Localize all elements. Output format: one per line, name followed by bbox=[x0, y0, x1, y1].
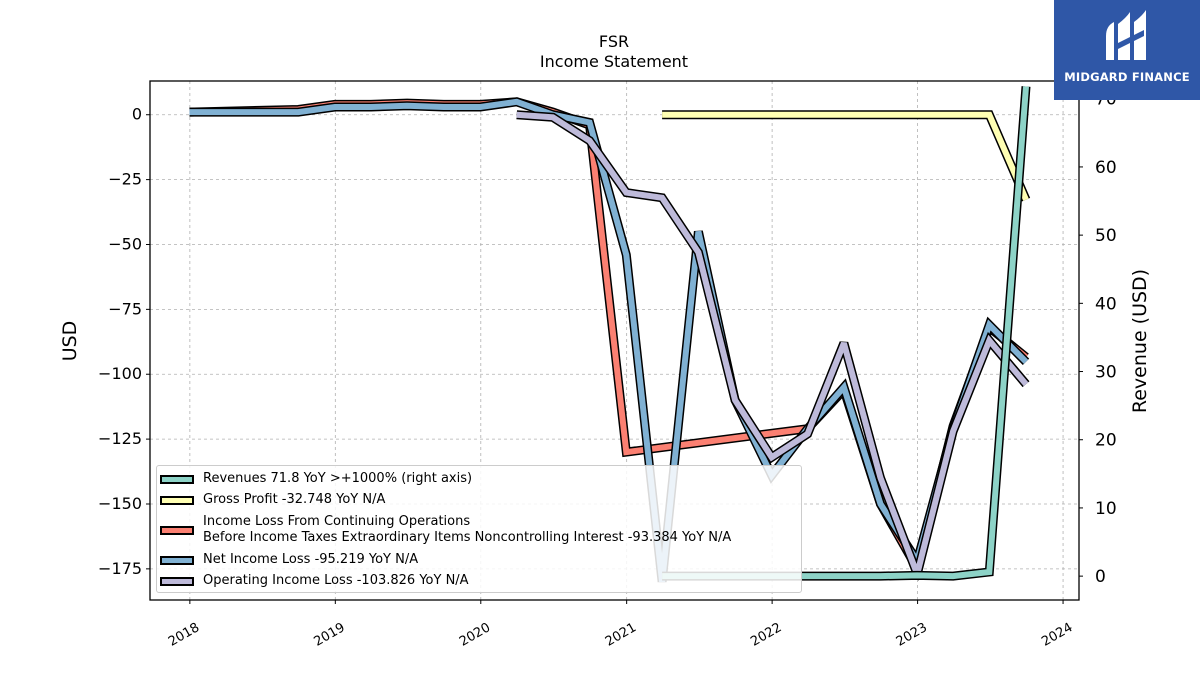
y-right-tick-label: 0 bbox=[1095, 567, 1106, 587]
x-tick-label: 2021 bbox=[603, 620, 639, 650]
y-right-tick-label: 20 bbox=[1095, 431, 1117, 451]
chart-title: FSR bbox=[599, 32, 629, 51]
x-tick-label: 2018 bbox=[166, 620, 202, 650]
y-tick-label: −175 bbox=[98, 559, 142, 578]
series-line-outline bbox=[662, 110, 1031, 202]
legend-label: Gross Profit -32.748 YoY N/A bbox=[203, 492, 386, 507]
x-axis: 2018 2019 2020 2021 2022 2023 2024 bbox=[166, 600, 1075, 650]
legend-swatch bbox=[160, 556, 194, 565]
y-tick-label: −100 bbox=[98, 364, 142, 383]
legend-label-line-1: Income Loss From Continuing Operations bbox=[203, 514, 471, 529]
logo-text: MIDGARD FINANCE bbox=[1064, 70, 1190, 84]
y-axis-label: USD bbox=[59, 321, 81, 362]
y-axis-right-label: Revenue (USD) bbox=[1129, 269, 1151, 413]
x-tick-label: 2022 bbox=[748, 620, 784, 650]
y-axis-left: 0 −25 −50 −75 −100 −125 −150 −175 bbox=[98, 105, 150, 578]
series-line bbox=[516, 111, 1029, 576]
y-right-tick-label: 30 bbox=[1095, 363, 1117, 383]
legend: Revenues 71.8 YoY >+1000% (right axis) G… bbox=[156, 465, 802, 593]
y-tick-label: −50 bbox=[108, 234, 142, 253]
y-tick-label: −25 bbox=[108, 170, 142, 189]
legend-label: Operating Income Loss -103.826 YoY N/A bbox=[203, 573, 469, 588]
y-right-tick-label: 40 bbox=[1095, 294, 1117, 314]
legend-swatch bbox=[160, 526, 194, 535]
series-layer bbox=[189, 86, 1031, 583]
y-right-tick-label: 60 bbox=[1095, 158, 1117, 178]
legend-swatch bbox=[160, 577, 194, 586]
y-axis-right: 010203040506070 bbox=[1079, 90, 1117, 587]
x-tick-label: 2019 bbox=[311, 620, 347, 650]
midgard-m-icon bbox=[1106, 10, 1146, 60]
y-tick-label: −125 bbox=[98, 429, 142, 448]
x-tick-label: 2020 bbox=[457, 620, 493, 650]
y-right-tick-label: 50 bbox=[1095, 226, 1117, 246]
series-operating-income-loss bbox=[516, 110, 1030, 576]
chart-subtitle: Income Statement bbox=[540, 52, 688, 71]
legend-label-line-2: Before Income Taxes Extraordinary Items … bbox=[203, 530, 732, 545]
legend-label: Revenues 71.8 YoY >+1000% (right axis) bbox=[203, 471, 473, 486]
x-tick-label: 2023 bbox=[894, 620, 930, 650]
x-tick-label: 2024 bbox=[1039, 620, 1075, 650]
legend-swatch bbox=[160, 475, 194, 484]
plot-frame bbox=[149, 80, 1080, 601]
legend-swatch bbox=[160, 496, 194, 505]
series-gross-profit bbox=[662, 110, 1031, 202]
y-tick-label: −75 bbox=[108, 299, 142, 318]
y-right-tick-label: 10 bbox=[1095, 499, 1117, 519]
legend-label: Net Income Loss -95.219 YoY N/A bbox=[203, 552, 419, 567]
y-tick-label: 0 bbox=[132, 105, 142, 124]
y-tick-label: −150 bbox=[98, 494, 142, 513]
series-line bbox=[662, 111, 1029, 201]
legend-item-income-loss-continuing: Income Loss From Continuing Operations B… bbox=[157, 514, 801, 548]
midgard-finance-logo: MIDGARD FINANCE bbox=[1054, 0, 1200, 100]
